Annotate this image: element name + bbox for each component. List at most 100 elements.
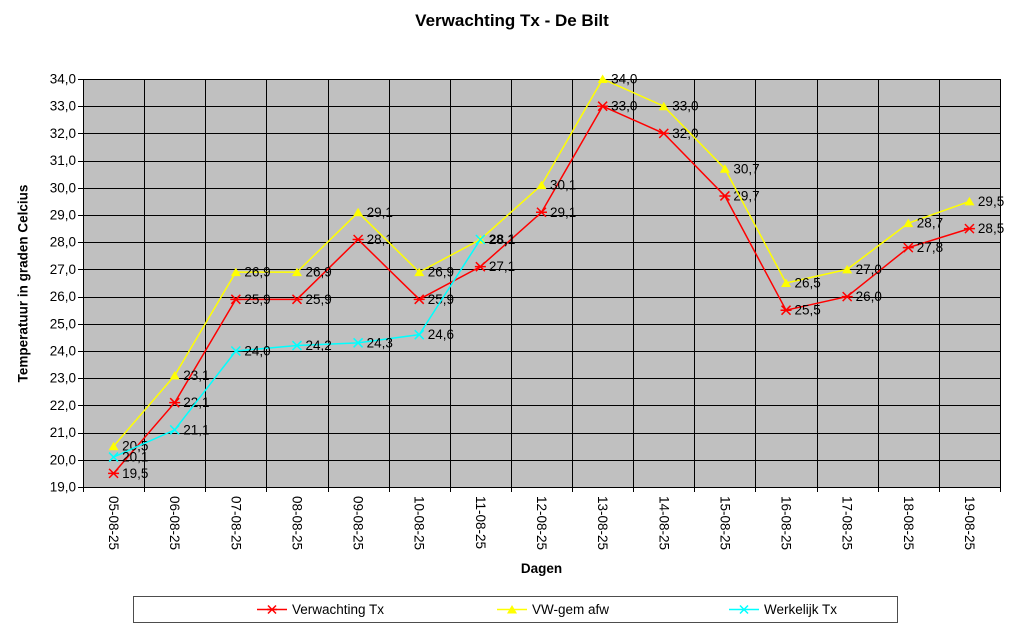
data-point-marker-triangle [964,196,975,206]
data-point-marker-star [719,190,731,201]
legend-marker-verwachting-tx-icon [257,604,287,615]
data-point-marker-star [474,261,486,272]
svg-text:16-08-25: 16-08-25 [779,496,794,550]
data-point-marker-star [658,128,670,139]
legend-entry-verwachting-tx: Verwachting Tx [257,597,384,622]
data-label: 26,5 [795,276,821,291]
data-point-marker-triangle [414,267,425,277]
data-point-marker-triangle [230,267,241,277]
data-point-marker-star [169,397,181,408]
data-label: 28,1 [367,232,393,247]
data-point-marker-triangle [719,164,730,173]
data-point-marker-star [536,207,547,218]
svg-text:19,0: 19,0 [50,480,76,495]
data-label: 29,1 [367,205,393,220]
svg-text:30,0: 30,0 [50,180,76,195]
data-point-marker-triangle [169,370,180,380]
data-label: 27,0 [856,262,882,277]
data-label: 33,0 [611,99,637,114]
data-point-marker-x [230,345,241,357]
legend-label-verwachting-tx: Verwachting Tx [292,602,385,617]
legend-marker-vw-gem-afw-icon [497,605,527,614]
plot-area: 19,0 20,0 21,0 22,0 23,0 24,0 25,0 26,0 27,0 28,0… [50,72,1004,551]
svg-text:29,0: 29,0 [50,208,76,223]
data-label: 30,7 [733,161,759,176]
data-point-marker-x [291,340,302,351]
data-label: 29,5 [978,194,1004,209]
data-point-marker-x [353,337,364,348]
data-label: 24,6 [428,327,454,342]
svg-text:27,0: 27,0 [50,262,76,277]
svg-text:13-08-25: 13-08-25 [595,496,610,550]
data-point-marker-triangle [108,441,119,451]
data-label: 26,0 [856,289,882,304]
series-vw-gem-afw: 20,523,126,9 26,929,126,928,130,134,033,0… [108,72,1004,454]
data-label: 29,7 [733,188,759,203]
data-label: 24,0 [244,344,270,359]
svg-text:31,0: 31,0 [50,153,76,168]
data-label: 26,9 [244,265,270,280]
data-label: 23,1 [183,368,209,383]
data-point-marker-star [902,242,914,253]
chart-title: Verwachting Tx - De Bilt [415,11,609,30]
data-point-marker-triangle [658,101,669,111]
data-label: 28,5 [978,221,1004,236]
data-label: 33,0 [672,99,698,114]
data-point-marker-x [108,452,119,463]
svg-text:19-08-25: 19-08-25 [962,496,977,550]
data-label: 28,7 [917,216,943,231]
data-point-marker-triangle [536,180,547,190]
svg-text:18-08-25: 18-08-25 [901,496,916,550]
data-label: 19,5 [122,466,148,481]
svg-text:20,0: 20,0 [50,452,76,467]
svg-text:24,0: 24,0 [50,344,76,359]
data-point-marker-star [291,294,303,305]
legend-entry-vw-gem-afw: VW-gem afw [497,597,609,622]
svg-text:25,0: 25,0 [50,316,76,331]
data-point-marker-star [780,305,792,316]
svg-text:05-08-25: 05-08-25 [106,496,121,550]
data-label: 30,1 [550,178,576,193]
data-label: 27,1 [489,259,515,274]
legend-entry-werkelijk-tx: Werkelijk Tx [729,597,837,622]
x-gridlines-and-ticks [83,79,1001,492]
svg-text:34,0: 34,0 [50,72,76,87]
series-verwachting-tx: 19,522,125,9 25,928,125,927,129,133,032,0… [108,99,1004,481]
data-label: 21,1 [183,422,209,437]
data-point-marker-triangle [291,267,302,277]
data-label: 26,9 [428,265,454,280]
svg-text:08-08-25: 08-08-25 [289,496,304,550]
legend-label-werkelijk-tx: Werkelijk Tx [764,602,838,617]
data-point-marker-triangle [353,207,364,217]
svg-text:21,0: 21,0 [50,425,76,440]
svg-text:09-08-25: 09-08-25 [351,496,366,550]
data-label: 24,3 [367,335,393,350]
data-label: 25,9 [244,292,270,307]
data-label: 29,1 [550,205,576,220]
data-point-marker-star [352,234,364,245]
svg-text:22,0: 22,0 [50,398,76,413]
data-point-marker-triangle [781,278,792,287]
svg-text:07-08-25: 07-08-25 [228,496,243,550]
data-label: 24,2 [305,338,331,353]
data-point-marker-star [230,294,242,305]
svg-text:32,0: 32,0 [50,126,76,141]
data-point-marker-star [963,223,975,234]
data-point-marker-triangle [842,264,853,274]
data-label: 27,8 [917,240,943,255]
data-point-marker-star [413,294,425,305]
data-point-marker-x [475,234,486,245]
svg-text:15-08-25: 15-08-25 [717,496,732,550]
data-label: 28,1 [489,232,516,247]
data-label: 20,1 [122,450,148,465]
svg-text:23,0: 23,0 [50,371,76,386]
svg-text:17-08-25: 17-08-25 [840,496,855,550]
svg-text:28,0: 28,0 [50,235,76,250]
plot-background [83,79,1000,487]
data-label: 34,0 [611,72,637,87]
data-label: 25,9 [428,292,454,307]
data-point-marker-triangle [597,74,608,83]
data-point-marker-star [841,291,853,302]
svg-text:06-08-25: 06-08-25 [167,496,182,550]
data-point-marker-star [597,101,609,112]
